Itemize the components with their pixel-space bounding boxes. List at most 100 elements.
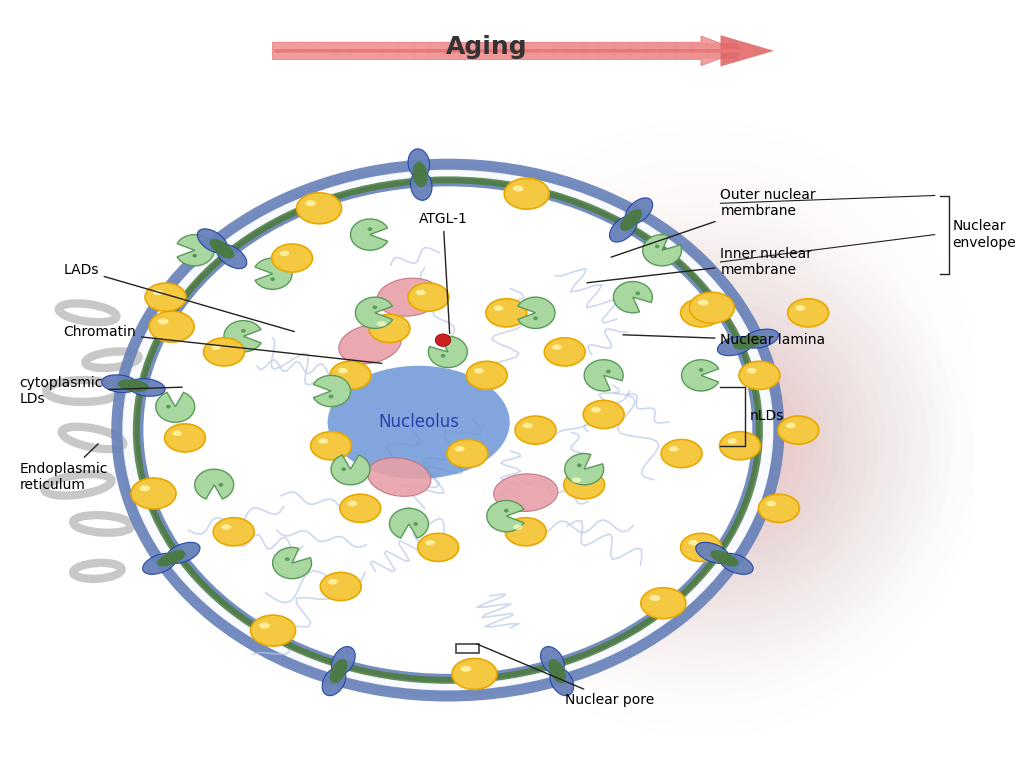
FancyArrow shape bbox=[442, 43, 462, 59]
Text: Nuclear
envelope: Nuclear envelope bbox=[952, 220, 1015, 249]
Ellipse shape bbox=[718, 554, 752, 574]
Wedge shape bbox=[195, 469, 233, 499]
Ellipse shape bbox=[271, 244, 312, 272]
Ellipse shape bbox=[330, 361, 371, 389]
Ellipse shape bbox=[143, 554, 176, 574]
Ellipse shape bbox=[118, 379, 149, 392]
Circle shape bbox=[166, 405, 170, 408]
Ellipse shape bbox=[697, 300, 708, 306]
Circle shape bbox=[121, 168, 773, 692]
Ellipse shape bbox=[787, 299, 827, 327]
Ellipse shape bbox=[485, 299, 526, 327]
Ellipse shape bbox=[590, 407, 600, 413]
FancyBboxPatch shape bbox=[455, 644, 479, 653]
Ellipse shape bbox=[620, 209, 641, 231]
Ellipse shape bbox=[583, 400, 624, 429]
FancyArrow shape bbox=[334, 43, 354, 59]
Ellipse shape bbox=[680, 533, 720, 561]
Ellipse shape bbox=[718, 432, 760, 460]
Text: Outer nuclear
membrane: Outer nuclear membrane bbox=[610, 188, 815, 257]
Ellipse shape bbox=[259, 622, 270, 629]
Circle shape bbox=[435, 334, 450, 346]
FancyArrow shape bbox=[520, 43, 539, 59]
Circle shape bbox=[698, 368, 703, 371]
Ellipse shape bbox=[331, 647, 355, 675]
Ellipse shape bbox=[689, 292, 734, 323]
Circle shape bbox=[193, 254, 197, 257]
Ellipse shape bbox=[746, 368, 756, 374]
Ellipse shape bbox=[221, 524, 230, 530]
Ellipse shape bbox=[322, 667, 345, 696]
Ellipse shape bbox=[454, 446, 464, 452]
Circle shape bbox=[218, 483, 223, 486]
Text: ATGL-1: ATGL-1 bbox=[418, 212, 467, 333]
Ellipse shape bbox=[410, 170, 432, 200]
FancyArrow shape bbox=[412, 43, 431, 59]
FancyArrow shape bbox=[581, 43, 600, 59]
FancyArrow shape bbox=[566, 43, 585, 59]
FancyArrow shape bbox=[458, 43, 477, 59]
Ellipse shape bbox=[446, 439, 487, 468]
Ellipse shape bbox=[216, 244, 247, 268]
FancyArrow shape bbox=[535, 43, 554, 59]
Wedge shape bbox=[486, 500, 524, 532]
Ellipse shape bbox=[157, 551, 185, 566]
Ellipse shape bbox=[318, 438, 328, 444]
Ellipse shape bbox=[153, 289, 162, 295]
Ellipse shape bbox=[418, 533, 459, 561]
Ellipse shape bbox=[130, 478, 176, 509]
Ellipse shape bbox=[416, 289, 425, 295]
Circle shape bbox=[654, 245, 659, 248]
Ellipse shape bbox=[102, 375, 139, 393]
Ellipse shape bbox=[503, 178, 548, 209]
Circle shape bbox=[328, 395, 333, 398]
Ellipse shape bbox=[523, 422, 532, 429]
FancyArrow shape bbox=[719, 35, 773, 66]
Wedge shape bbox=[389, 508, 428, 538]
Ellipse shape bbox=[197, 229, 227, 253]
Ellipse shape bbox=[688, 305, 697, 310]
FancyArrow shape bbox=[272, 36, 739, 66]
Text: Nucleolus: Nucleolus bbox=[378, 413, 459, 432]
Wedge shape bbox=[612, 282, 652, 313]
Ellipse shape bbox=[571, 477, 581, 482]
Ellipse shape bbox=[680, 299, 720, 327]
Ellipse shape bbox=[564, 471, 604, 499]
Ellipse shape bbox=[339, 494, 380, 522]
Ellipse shape bbox=[149, 311, 194, 343]
FancyArrow shape bbox=[395, 43, 415, 59]
Text: Nuclear pore: Nuclear pore bbox=[476, 644, 653, 707]
Ellipse shape bbox=[210, 239, 234, 259]
Wedge shape bbox=[642, 235, 681, 266]
Circle shape bbox=[440, 354, 445, 357]
Text: Chromatin: Chromatin bbox=[63, 325, 381, 364]
Wedge shape bbox=[224, 321, 261, 352]
Ellipse shape bbox=[213, 518, 254, 546]
Text: nLDs: nLDs bbox=[749, 409, 784, 423]
FancyArrow shape bbox=[488, 43, 507, 59]
Circle shape bbox=[605, 370, 610, 373]
FancyArrow shape bbox=[272, 43, 291, 59]
Ellipse shape bbox=[547, 659, 566, 683]
Ellipse shape bbox=[425, 540, 435, 546]
Text: Endoplasmic
reticulum: Endoplasmic reticulum bbox=[19, 443, 108, 492]
Ellipse shape bbox=[460, 665, 471, 672]
Ellipse shape bbox=[305, 200, 316, 206]
Wedge shape bbox=[331, 455, 370, 485]
Ellipse shape bbox=[474, 368, 483, 374]
Circle shape bbox=[533, 317, 537, 320]
Ellipse shape bbox=[172, 430, 182, 436]
Ellipse shape bbox=[777, 416, 818, 444]
Ellipse shape bbox=[376, 321, 386, 327]
Circle shape bbox=[341, 468, 345, 471]
Ellipse shape bbox=[408, 149, 429, 178]
Wedge shape bbox=[355, 297, 392, 328]
Ellipse shape bbox=[551, 344, 561, 350]
Ellipse shape bbox=[338, 325, 400, 364]
FancyArrow shape bbox=[550, 43, 570, 59]
Ellipse shape bbox=[367, 457, 430, 497]
Ellipse shape bbox=[649, 595, 659, 601]
Circle shape bbox=[117, 164, 779, 696]
Ellipse shape bbox=[251, 615, 296, 646]
Ellipse shape bbox=[311, 432, 352, 460]
